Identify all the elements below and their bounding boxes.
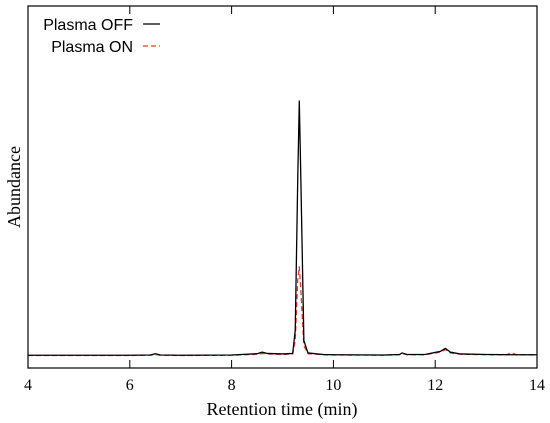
x-tick-label: 6 <box>126 377 134 394</box>
x-tick-label: 4 <box>24 377 32 394</box>
legend-entry-plasma-off: Plasma OFF <box>43 17 160 34</box>
x-tick-label: 8 <box>228 377 236 394</box>
x-tick-label: 14 <box>529 377 545 394</box>
y-axis-label: Abundance <box>4 146 24 228</box>
x-axis-label: Retention time (min) <box>207 399 358 420</box>
series-line-plasma-on <box>28 266 538 357</box>
x-axis-ticks: 4 6 8 10 12 14 <box>24 6 545 394</box>
legend-entry-plasma-on: Plasma ON <box>51 39 160 56</box>
legend-label-plasma-off: Plasma OFF <box>43 17 133 34</box>
legend: Plasma OFF Plasma ON <box>43 17 160 56</box>
x-tick-label: 12 <box>427 377 443 394</box>
x-tick-label: 10 <box>325 377 341 394</box>
legend-label-plasma-on: Plasma ON <box>51 39 133 56</box>
series-layer <box>28 100 538 357</box>
plot-frame <box>27 5 538 369</box>
series-line-plasma-off <box>28 100 537 356</box>
